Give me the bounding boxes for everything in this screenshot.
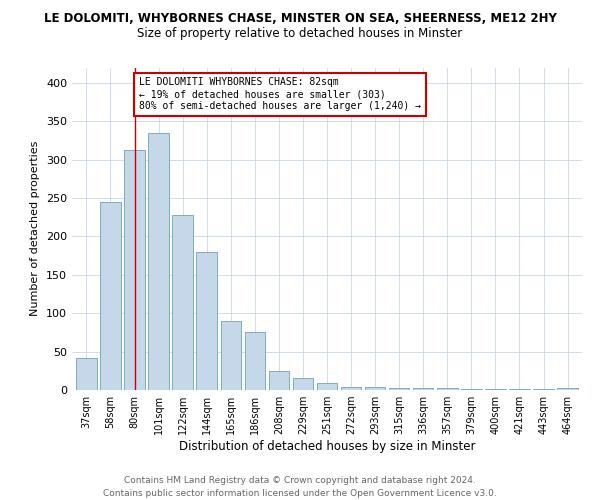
Y-axis label: Number of detached properties: Number of detached properties — [31, 141, 40, 316]
Bar — [269, 371, 289, 390]
Bar — [172, 215, 193, 390]
Bar — [293, 378, 313, 390]
Bar — [76, 358, 97, 390]
Bar — [461, 389, 482, 390]
Bar — [509, 389, 530, 390]
Bar — [437, 388, 458, 390]
Bar — [124, 150, 145, 390]
Text: Size of property relative to detached houses in Minster: Size of property relative to detached ho… — [137, 28, 463, 40]
Bar — [485, 389, 506, 390]
Bar — [557, 388, 578, 390]
Bar — [221, 321, 241, 390]
Bar — [148, 133, 169, 390]
Bar — [245, 332, 265, 390]
Text: LE DOLOMITI WHYBORNES CHASE: 82sqm
← 19% of detached houses are smaller (303)
80: LE DOLOMITI WHYBORNES CHASE: 82sqm ← 19%… — [139, 78, 421, 110]
Bar — [533, 389, 554, 390]
Bar — [365, 387, 385, 390]
Text: LE DOLOMITI, WHYBORNES CHASE, MINSTER ON SEA, SHEERNESS, ME12 2HY: LE DOLOMITI, WHYBORNES CHASE, MINSTER ON… — [44, 12, 556, 26]
Bar — [413, 388, 433, 390]
Bar — [341, 387, 361, 390]
X-axis label: Distribution of detached houses by size in Minster: Distribution of detached houses by size … — [179, 440, 475, 453]
Text: Contains HM Land Registry data © Crown copyright and database right 2024.
Contai: Contains HM Land Registry data © Crown c… — [103, 476, 497, 498]
Bar — [389, 388, 409, 390]
Bar — [317, 383, 337, 390]
Bar — [196, 252, 217, 390]
Bar — [100, 202, 121, 390]
